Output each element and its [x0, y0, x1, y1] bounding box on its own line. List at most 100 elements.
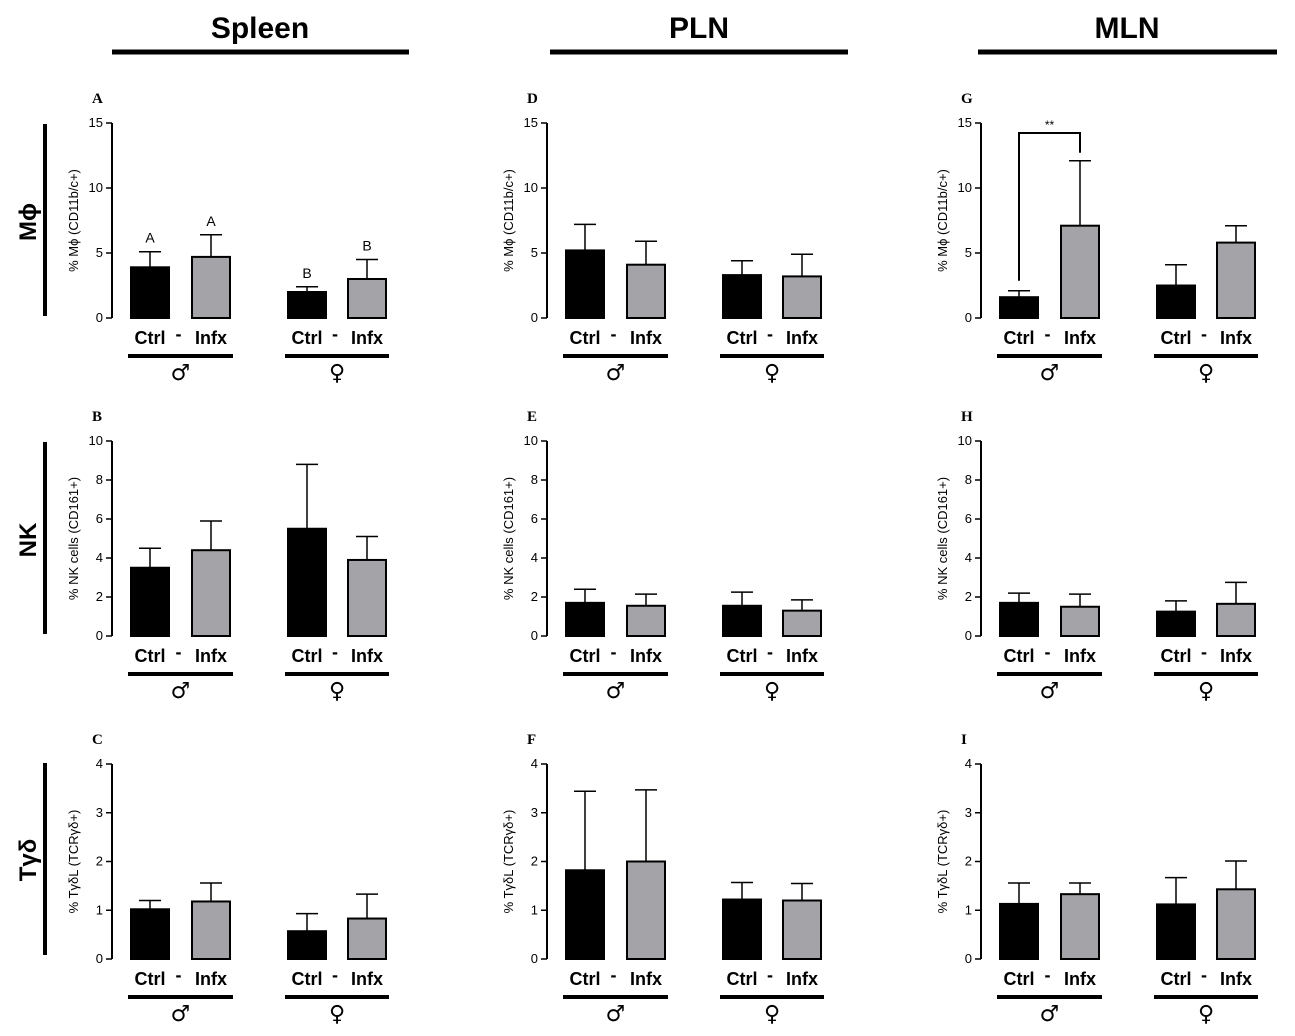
category-dash: -	[1045, 324, 1051, 344]
category-dash: -	[1201, 965, 1207, 985]
bar	[722, 274, 762, 320]
column-title-spleen: Spleen	[211, 12, 309, 45]
group-letter: A	[145, 230, 155, 246]
y-axis-label: % TγδL (TCRγδ+)	[501, 810, 516, 914]
female-symbol: ♀	[1198, 1002, 1214, 1027]
y-tick-label: 8	[965, 472, 972, 487]
male-symbol: ♂	[171, 361, 191, 386]
category-label-ctrl: Ctrl	[727, 969, 758, 989]
y-tick-label: 0	[965, 951, 972, 966]
bar	[191, 255, 231, 319]
y-axis-label: % Mϕ (CD11b/c+)	[935, 169, 950, 272]
significance-bracket	[1018, 132, 1081, 281]
y-tick-label: 0	[96, 628, 103, 643]
female-symbol: ♀	[329, 361, 345, 386]
bar	[1156, 610, 1196, 637]
female-symbol: ♀	[764, 679, 780, 704]
category-dash: -	[767, 642, 773, 662]
bar	[782, 609, 822, 638]
y-tick-label: 5	[965, 245, 972, 260]
category-label-infx: Infx	[1064, 969, 1096, 989]
category-label-infx: Infx	[195, 646, 227, 666]
category-label-infx: Infx	[351, 969, 383, 989]
category-label-infx: Infx	[1064, 646, 1096, 666]
bar	[1060, 605, 1100, 637]
y-tick-label: 0	[531, 951, 538, 966]
row-label-tgd: Tγδ	[15, 839, 42, 882]
bar	[1060, 893, 1100, 960]
bar	[626, 860, 666, 960]
panel-letter: H	[961, 409, 973, 425]
female-symbol: ♀	[1198, 679, 1214, 704]
category-dash: -	[332, 642, 338, 662]
y-tick-label: 2	[96, 854, 103, 869]
category-label-infx: Infx	[630, 328, 662, 348]
y-axis-label: % NK cells (CD161+)	[935, 477, 950, 600]
y-tick-label: 4	[531, 550, 538, 565]
bar	[999, 902, 1039, 960]
category-dash: -	[332, 965, 338, 985]
male-symbol: ♂	[606, 1002, 626, 1027]
bar	[626, 263, 666, 320]
bar	[287, 527, 327, 637]
y-tick-label: 5	[531, 245, 538, 260]
category-label-infx: Infx	[1220, 646, 1252, 666]
category-label-ctrl: Ctrl	[1161, 969, 1192, 989]
category-label-infx: Infx	[630, 646, 662, 666]
category-dash: -	[611, 324, 617, 344]
category-label-ctrl: Ctrl	[292, 328, 323, 348]
y-tick-label: 8	[531, 472, 538, 487]
bar	[347, 558, 387, 638]
bar	[1216, 241, 1256, 320]
category-dash: -	[767, 324, 773, 344]
panel-letter: I	[961, 732, 967, 748]
category-dash: -	[332, 324, 338, 344]
bar	[565, 249, 605, 319]
y-tick-label: 15	[958, 115, 972, 130]
y-tick-label: 6	[965, 511, 972, 526]
bar	[1216, 888, 1256, 960]
category-label-infx: Infx	[195, 328, 227, 348]
bar	[287, 930, 327, 961]
y-tick-label: 0	[531, 310, 538, 325]
category-label-infx: Infx	[786, 646, 818, 666]
significance-label: **	[1045, 118, 1055, 132]
y-tick-label: 3	[96, 805, 103, 820]
row-label-nk: NK	[15, 522, 42, 557]
category-dash: -	[176, 965, 182, 985]
bar	[191, 549, 231, 638]
y-tick-label: 15	[89, 115, 103, 130]
y-axis-label: % TγδL (TCRγδ+)	[935, 810, 950, 914]
y-tick-label: 4	[965, 550, 972, 565]
column-title-mln: MLN	[1095, 12, 1160, 45]
category-label-ctrl: Ctrl	[727, 646, 758, 666]
panel-letter: B	[92, 409, 102, 425]
bar	[1156, 284, 1196, 319]
category-label-infx: Infx	[1220, 328, 1252, 348]
category-dash: -	[1201, 642, 1207, 662]
bar	[1060, 224, 1100, 319]
bar	[999, 296, 1039, 320]
panel-letter: A	[92, 91, 103, 107]
category-label-infx: Infx	[351, 328, 383, 348]
bar	[565, 601, 605, 637]
y-tick-label: 4	[531, 756, 538, 771]
panel-letter: F	[527, 732, 536, 748]
y-tick-label: 0	[531, 628, 538, 643]
category-label-infx: Infx	[786, 328, 818, 348]
category-label-infx: Infx	[1064, 328, 1096, 348]
y-tick-label: 4	[96, 550, 103, 565]
category-label-ctrl: Ctrl	[1161, 646, 1192, 666]
panel-letter: E	[527, 409, 537, 425]
category-label-infx: Infx	[630, 969, 662, 989]
y-tick-label: 10	[958, 180, 972, 195]
category-label-infx: Infx	[195, 969, 227, 989]
category-dash: -	[611, 642, 617, 662]
bar	[782, 899, 822, 960]
bar	[130, 908, 170, 961]
category-label-ctrl: Ctrl	[1004, 646, 1035, 666]
bar	[722, 898, 762, 961]
y-tick-label: 1	[965, 902, 972, 917]
y-tick-label: 0	[965, 310, 972, 325]
